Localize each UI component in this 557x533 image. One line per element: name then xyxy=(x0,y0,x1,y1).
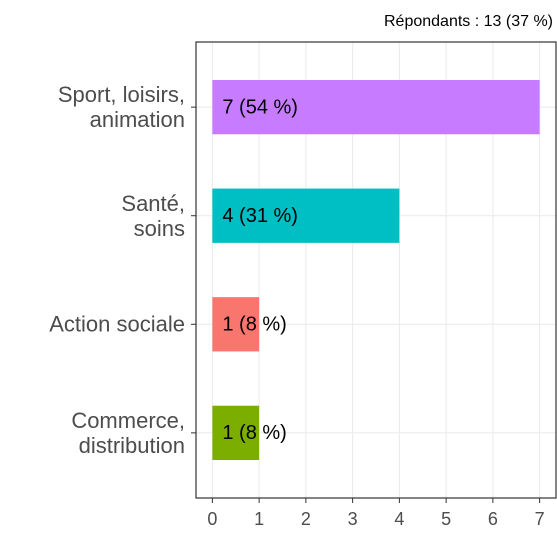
x-tick-label: 5 xyxy=(441,509,451,529)
y-tick-label: Santé, soins xyxy=(121,190,185,241)
value-label: 7 (54 %) xyxy=(222,96,298,118)
x-tick-label: 4 xyxy=(394,509,404,529)
panel-border xyxy=(195,41,557,499)
x-tick-label: 3 xyxy=(348,509,358,529)
bar xyxy=(212,188,400,243)
x-tick-label: 7 xyxy=(535,509,545,529)
value-label: 1 (8 %) xyxy=(222,422,286,444)
y-tick-label: Action sociale xyxy=(49,311,185,337)
x-tick-label: 6 xyxy=(488,509,498,529)
x-tick-label: 2 xyxy=(301,509,311,529)
x-tick-label: 0 xyxy=(207,509,217,529)
bar xyxy=(212,80,540,135)
bar xyxy=(212,297,260,352)
value-label: 4 (31 %) xyxy=(222,205,298,227)
annotation: Répondants : 13 (37 %) xyxy=(384,13,553,30)
y-tick-label: Commerce, distribution xyxy=(71,407,185,458)
bar xyxy=(212,405,260,460)
value-label: 1 (8 %) xyxy=(222,314,286,336)
x-tick-label: 1 xyxy=(254,509,264,529)
y-tick-label: Sport, loisirs, animation xyxy=(57,82,185,133)
